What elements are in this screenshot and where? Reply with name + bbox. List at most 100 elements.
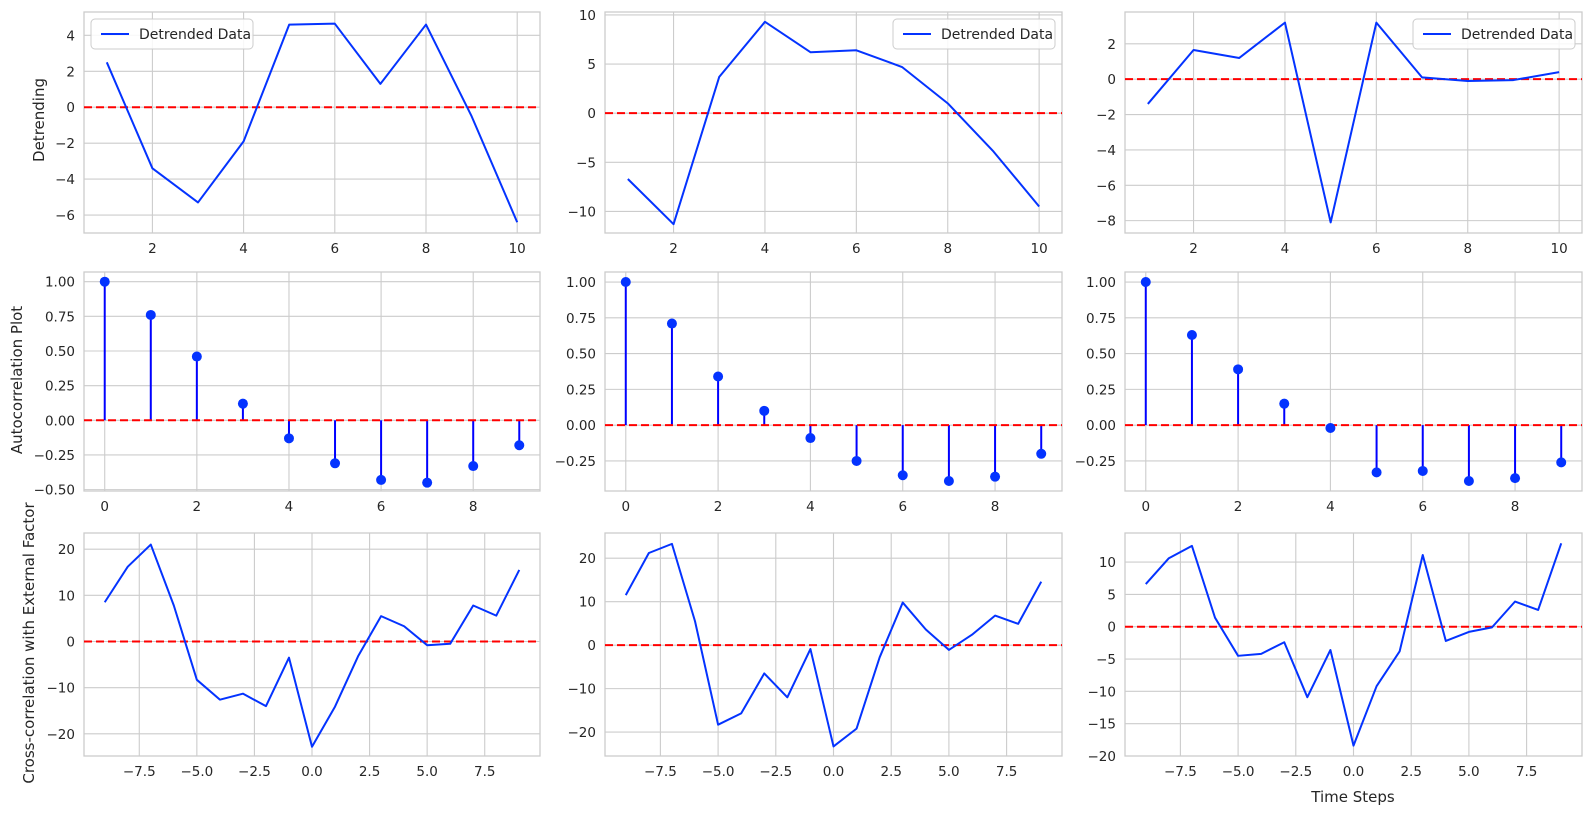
series-line xyxy=(1145,543,1563,747)
y-tick-label: 0 xyxy=(66,634,75,650)
y-tick-label: 0.50 xyxy=(1086,347,1116,363)
x-tick-label: 7.5 xyxy=(1516,764,1537,780)
y-tick-label: 1.00 xyxy=(566,275,596,291)
x-tick-label: 2.5 xyxy=(880,764,901,780)
x-tick-label: 4 xyxy=(1281,241,1290,257)
y-tick-label: 2 xyxy=(66,64,75,80)
y-tick-label: −0.25 xyxy=(34,448,75,464)
x-tick-label: 4 xyxy=(806,499,815,515)
x-tick-label: 0 xyxy=(1141,499,1150,515)
y-tick-label: −8 xyxy=(1096,214,1116,230)
y-tick-label: 4 xyxy=(66,28,75,44)
y-tick-label: 0.00 xyxy=(45,413,75,429)
y-tick-label: −10 xyxy=(47,681,76,697)
axes-frame xyxy=(83,532,541,757)
x-tick-label: 7.5 xyxy=(474,764,495,780)
y-tick-label: −0.25 xyxy=(555,454,596,470)
y-tick-label: −10 xyxy=(568,204,597,220)
stem-marker xyxy=(1186,329,1197,340)
panel-ccf-2: −7.5 −5.0 −2.5 0.0 2.5 5.0 7.5 −20 −10 0 10 20 xyxy=(568,532,1063,780)
y-tick-label: 0.50 xyxy=(566,347,596,363)
stem-marker xyxy=(1036,448,1047,459)
x-tick-label: 6 xyxy=(898,499,907,515)
x-tick-label: 6 xyxy=(331,241,340,257)
y-tick-label: −10 xyxy=(568,682,597,698)
legend-label: Detrended Data xyxy=(139,27,251,43)
x-tick-label: 10 xyxy=(1031,241,1048,257)
panels-layer: 2 4 6 8 10 −6 −4 −2 0 2 4 Detrended Data 2 4 6 8 10 −10 −5… xyxy=(34,8,1583,780)
ylabel-cross-correlation: Cross-correlation with External Factor xyxy=(20,502,38,784)
y-tick-label: −2 xyxy=(55,136,75,152)
x-tick-label: 2.5 xyxy=(1400,764,1421,780)
legend-box xyxy=(1412,18,1576,50)
x-tick-label: 2 xyxy=(669,241,678,257)
y-tick-label: −5 xyxy=(576,155,596,171)
x-tick-label: 8 xyxy=(991,499,1000,515)
legend-box xyxy=(90,18,254,50)
stem-marker xyxy=(1556,457,1567,468)
x-tick-label: −7.5 xyxy=(644,764,677,780)
xlabel-time-steps: Time Steps xyxy=(1310,788,1395,806)
legend: Detrended Data xyxy=(892,18,1056,50)
series-line xyxy=(627,20,1040,226)
legend-label: Detrended Data xyxy=(1461,27,1573,43)
x-tick-label: −5.0 xyxy=(702,764,735,780)
y-tick-label: −5 xyxy=(1096,652,1116,668)
panel-detrend-3: 2 4 6 8 10 −8 −6 −4 −2 0 2 Detrended Data xyxy=(1096,11,1583,257)
x-tick-label: 8 xyxy=(943,241,952,257)
stem-marker xyxy=(330,458,341,469)
y-tick-label: −6 xyxy=(55,208,75,224)
x-tick-label: −7.5 xyxy=(1164,764,1197,780)
y-tick-label: 2 xyxy=(1107,37,1116,53)
x-tick-label: 4 xyxy=(1326,499,1335,515)
stem-marker xyxy=(1233,364,1244,375)
series-line xyxy=(1147,21,1560,224)
y-tick-label: 10 xyxy=(579,8,596,24)
stem-marker xyxy=(376,474,387,485)
legend-label: Detrended Data xyxy=(941,27,1053,43)
x-tick-label: 6 xyxy=(852,241,861,257)
y-tick-label: 0 xyxy=(587,106,596,122)
y-tick-label: 0.75 xyxy=(45,309,75,325)
x-tick-label: 2 xyxy=(148,241,157,257)
y-tick-label: −4 xyxy=(1096,143,1116,159)
x-tick-label: 0.0 xyxy=(823,764,844,780)
ylabel-detrending: Detrending xyxy=(30,78,48,162)
y-tick-label: 0.75 xyxy=(1086,311,1116,327)
series-line xyxy=(624,542,1043,748)
stem-marker xyxy=(1279,398,1290,409)
x-tick-label: −5.0 xyxy=(180,764,213,780)
axes-frame xyxy=(83,271,541,492)
y-tick-label: 0 xyxy=(1107,72,1116,88)
y-tick-label: 10 xyxy=(58,588,75,604)
x-tick-label: 5.0 xyxy=(1458,764,1479,780)
y-tick-label: 0.00 xyxy=(566,418,596,434)
x-tick-label: 0 xyxy=(100,499,109,515)
x-tick-label: 2.5 xyxy=(359,764,380,780)
x-tick-label: −5.0 xyxy=(1222,764,1255,780)
axes-frame xyxy=(1124,532,1583,757)
stem-marker xyxy=(514,440,525,451)
x-tick-label: −2.5 xyxy=(1279,764,1312,780)
y-tick-label: 0 xyxy=(66,100,75,116)
ylabel-autocorrelation: Autocorrelation Plot xyxy=(8,306,26,454)
x-tick-label: 6 xyxy=(1372,241,1381,257)
y-tick-label: −4 xyxy=(55,172,75,188)
series-line xyxy=(105,22,519,223)
panel-acf-2: 0 2 4 6 8 −0.25 0.00 0.25 0.50 0.75 1.00 xyxy=(555,271,1063,515)
y-tick-label: 0 xyxy=(587,638,596,654)
x-tick-label: 2 xyxy=(1189,241,1198,257)
stem-marker xyxy=(283,433,294,444)
stem-marker xyxy=(145,309,156,320)
axes-frame xyxy=(604,11,1063,234)
x-tick-label: 5.0 xyxy=(938,764,959,780)
x-tick-label: 8 xyxy=(1463,241,1472,257)
stem-marker xyxy=(990,471,1001,482)
x-tick-label: 0.0 xyxy=(301,764,322,780)
y-tick-label: −2 xyxy=(1096,108,1116,124)
x-tick-label: −7.5 xyxy=(123,764,156,780)
y-tick-label: 0.50 xyxy=(45,344,75,360)
stem-marker xyxy=(851,455,862,466)
stem-marker xyxy=(713,371,724,382)
panel-detrend-1: 2 4 6 8 10 −6 −4 −2 0 2 4 Detrended Data xyxy=(55,11,541,257)
